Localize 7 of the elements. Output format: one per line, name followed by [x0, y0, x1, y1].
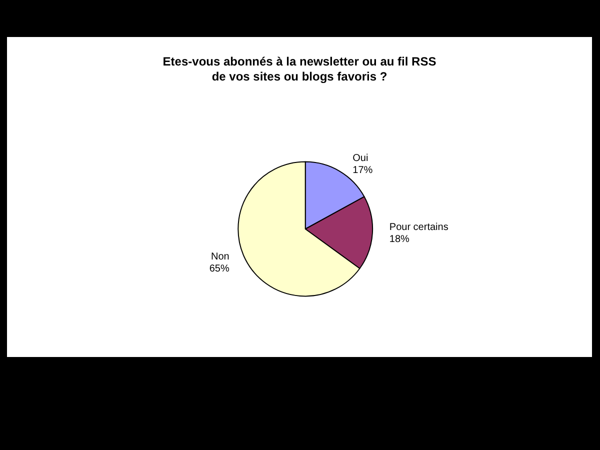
slice-label: Non	[210, 252, 230, 263]
data-label: 17%	[352, 164, 373, 176]
slice-label: Oui	[352, 152, 368, 164]
chart-title: Etes-vous abonnés à la newsletter ou au fil RSS de vos sites ou blogs favoris ?	[162, 54, 436, 84]
data-label: 18%	[389, 234, 410, 246]
data-label: 65%	[209, 264, 230, 275]
slice-label: Pour certains	[389, 222, 448, 234]
